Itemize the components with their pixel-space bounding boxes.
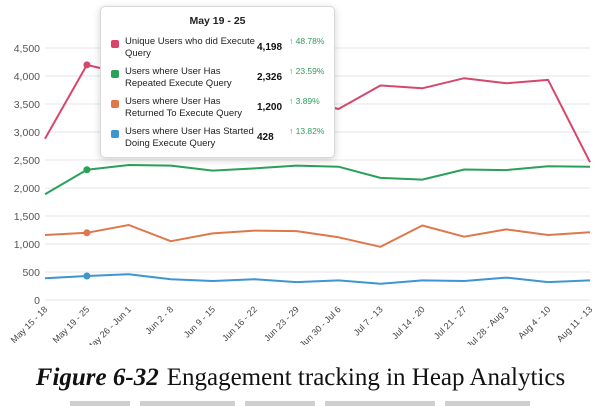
tooltip-row-change: ↑ 13.82% — [289, 126, 325, 136]
y-tick-label: 1,500 — [14, 211, 40, 223]
tooltip-row-label: Users where User Has Started Doing Execu… — [125, 126, 254, 149]
y-tick-label: 2,000 — [14, 183, 40, 195]
data-point-marker — [83, 61, 91, 69]
x-tick-label: Jul 28 - Aug 3 — [465, 304, 511, 345]
tooltip-row: Users where User Has Repeated Execute Qu… — [111, 66, 329, 96]
x-tick-label: Aug 4 - 10 — [516, 304, 552, 340]
figure-caption: Figure 6-32 Engagement tracking in Heap A… — [0, 364, 601, 392]
series-swatch — [111, 40, 119, 48]
y-tick-label: 4,000 — [14, 71, 40, 83]
series-swatch — [111, 100, 119, 108]
x-tick-label: Jul 7 - 13 — [352, 304, 385, 337]
series-swatch — [111, 130, 119, 138]
tooltip-row-change: ↑ 48.78% — [289, 36, 325, 46]
series-line — [44, 273, 591, 285]
x-tick-label: May 19 - 25 — [51, 304, 92, 345]
tooltip-row-label: Unique Users who did Execute Query — [125, 36, 255, 59]
x-tick-label: May 15 - 18 — [9, 304, 50, 345]
y-axis-ticks: 0 500 1,000 1,500 2,000 2,500 3,000 3,500 4,000 4… — [14, 43, 40, 307]
series-swatch — [111, 70, 119, 78]
x-tick-label: Aug 11 - 13 — [555, 304, 595, 344]
x-tick-label: Jun 16 - 22 — [220, 304, 259, 343]
tooltip-row: Users where User Has Returned To Execute… — [111, 96, 329, 126]
highlight-markers — [83, 61, 91, 280]
data-point-marker — [83, 166, 91, 174]
x-tick-label: May 26 - Jun 1 — [84, 304, 133, 345]
tooltip-row: Users where User Has Started Doing Execu… — [111, 126, 329, 156]
tooltip-row-change: ↑ 3.89% — [289, 96, 320, 106]
x-tick-label: Jun 9 - 15 — [182, 304, 217, 339]
cropped-text-fragment — [70, 401, 530, 406]
y-tick-label: 1,000 — [14, 239, 40, 251]
x-tick-label: Jul 14 - 20 — [390, 304, 427, 341]
series-lines — [44, 63, 591, 285]
figure-label: Figure 6-32 — [35, 364, 159, 391]
y-tick-label: 4,500 — [14, 43, 40, 55]
series-line — [44, 164, 591, 196]
tooltip-row-label: Users where User Has Repeated Execute Qu… — [125, 66, 232, 89]
data-point-marker — [83, 229, 91, 237]
x-tick-label: Jun 30 - Jul 6 — [298, 304, 343, 345]
tooltip-row-label: Users where User Has Returned To Execute… — [125, 96, 243, 119]
y-tick-label: 0 — [34, 295, 40, 307]
y-tick-label: 500 — [22, 267, 40, 279]
tooltip-header: May 19 - 25 — [189, 15, 246, 27]
x-tick-label: Jun 2 - 8 — [143, 304, 175, 336]
data-point-marker — [83, 272, 91, 280]
hover-tooltip: May 19 - 25 Unique Users who did Execute… — [100, 6, 335, 158]
line-chart: 0 500 1,000 1,500 2,000 2,500 3,000 3,500 4,000 4… — [9, 43, 595, 345]
x-tick-label: Jun 23 - 29 — [262, 304, 301, 343]
tooltip-row-value: 4,198 — [257, 42, 283, 53]
x-tick-label: Jul 21 - 27 — [432, 304, 469, 341]
tooltip-row-change: ↑ 23.59% — [289, 66, 325, 76]
tooltip-row-value: 2,326 — [257, 72, 283, 83]
y-tick-label: 3,500 — [14, 99, 40, 111]
caption-text: Engagement tracking in Heap Analytics — [166, 364, 566, 391]
tooltip-row-value: 428 — [257, 132, 274, 143]
y-tick-label: 3,000 — [14, 127, 40, 139]
y-tick-label: 2,500 — [14, 155, 40, 167]
tooltip-row: Unique Users who did Execute Query 4,198… — [111, 36, 329, 66]
tooltip-row-value: 1,200 — [257, 102, 283, 113]
series-line — [44, 224, 591, 248]
